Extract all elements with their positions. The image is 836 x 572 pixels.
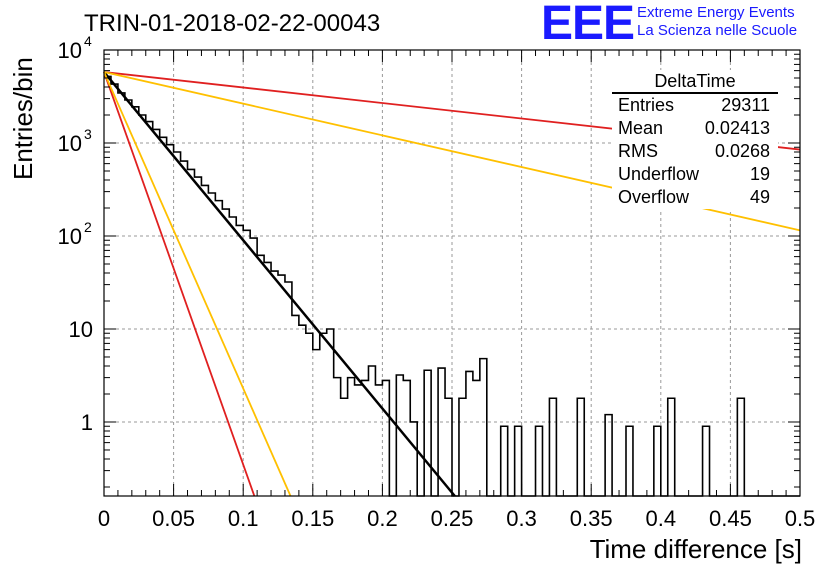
stats-label: Mean [618,118,664,138]
stats-value: 0.02413 [704,118,770,138]
stats-value: 0.0268 [714,141,770,161]
x-tick-label: 0.3 [506,506,537,531]
stats-box: DeltaTime Entries 29311 Mean 0.02413 RMS… [612,70,778,209]
stats-label: Overflow [618,187,690,207]
x-tick-label: 0.5 [785,506,816,531]
fit-line-red-steep [103,71,256,497]
eee-logo: EEE [541,0,635,50]
y-tick-exponent: 2 [84,219,92,235]
y-tick-label: 10 [58,224,82,249]
eee-logo-line1: Extreme Energy Events [637,4,795,21]
stats-row-entries: Entries 29311 [612,94,778,117]
stats-value: 19 [749,164,770,184]
fit-line-fit [103,71,456,497]
x-tick-label: 0.1 [228,506,259,531]
stats-row-overflow: Overflow 49 [612,186,778,209]
stats-label: Entries [618,95,675,115]
stats-row-mean: Mean 0.02413 [612,117,778,140]
chart-title: TRIN-01-2018-02-22-00043 [84,10,381,37]
y-tick-label: 10 [58,38,82,63]
y-tick-label: 10 [69,317,93,342]
x-tick-label: 0.25 [431,506,474,531]
stats-value: 49 [749,187,770,207]
stats-row-rms: RMS 0.0268 [612,140,778,163]
stats-title: DeltaTime [612,70,778,94]
y-axis-label: Entries/bin [8,57,38,180]
x-axis-label: Time difference [s] [589,534,802,564]
fit-line-orange-steep [103,71,292,497]
x-tick-label: 0.4 [646,506,677,531]
y-tick-exponent: 3 [84,126,92,142]
x-tick-label: 0.45 [709,506,752,531]
x-tick-label: 0.35 [570,506,613,531]
stats-row-underflow: Underflow 19 [612,163,778,186]
y-tick-label: 10 [58,131,82,156]
y-tick-exponent: 4 [84,33,92,49]
x-tick-label: 0.15 [291,506,334,531]
x-tick-label: 0.2 [367,506,398,531]
stats-value: 29311 [721,95,770,115]
x-tick-label: 0.05 [152,506,195,531]
x-tick-label: 0 [98,506,110,531]
eee-logo-line2: La Scienza nelle Scuole [637,22,798,39]
y-tick-label: 1 [81,410,93,435]
stats-label: Underflow [618,164,700,184]
stats-label: RMS [618,141,658,161]
